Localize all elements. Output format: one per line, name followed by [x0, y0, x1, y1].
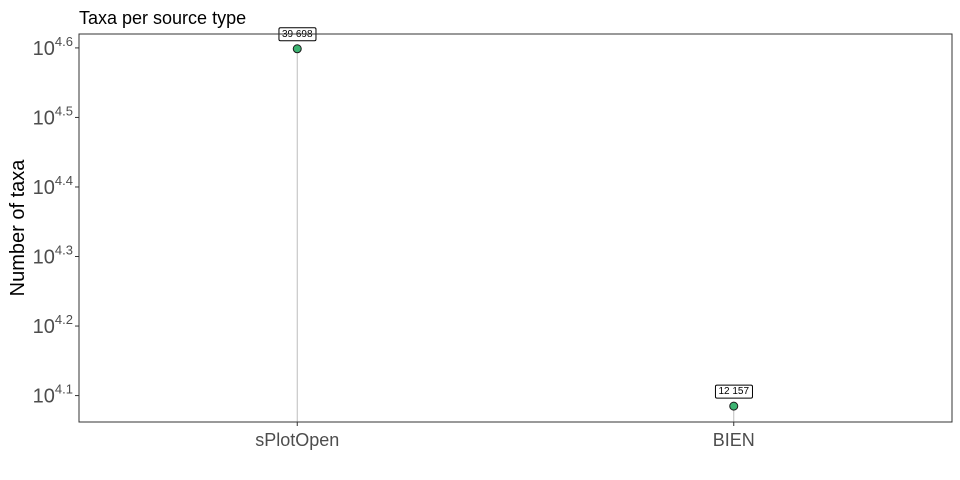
y-tick-exponent: 4.5	[55, 103, 73, 118]
data-label: 12 157	[714, 384, 753, 399]
y-tick-label: 104.5	[33, 103, 73, 129]
y-tick-exponent: 4.3	[55, 243, 73, 258]
chart-title: Taxa per source type	[79, 8, 246, 28]
x-tick-label: sPlotOpen	[255, 430, 339, 450]
y-tick-base: 10	[33, 386, 55, 408]
y-tick-exponent: 4.2	[55, 312, 73, 327]
y-tick-exponent: 4.4	[55, 173, 73, 188]
y-tick-base: 10	[33, 107, 55, 129]
y-tick-label: 104.1	[33, 382, 73, 408]
y-tick-base: 10	[33, 38, 55, 60]
data-point	[729, 401, 739, 411]
y-tick-exponent: 4.1	[55, 382, 73, 397]
data-point	[292, 44, 302, 54]
data-label-box	[714, 384, 753, 399]
y-tick-base: 10	[33, 177, 55, 199]
y-tick-label: 104.6	[33, 34, 73, 60]
y-tick-base: 10	[33, 247, 55, 269]
y-tick-label: 104.2	[33, 312, 73, 338]
y-tick-label: 104.3	[33, 243, 73, 269]
y-tick-exponent: 4.6	[55, 34, 73, 49]
x-axis: sPlotOpen BIEN	[255, 422, 755, 450]
y-axis-label: Number of taxa	[7, 159, 29, 297]
y-tick-label: 104.4	[33, 173, 73, 199]
y-tick-base: 10	[33, 316, 55, 338]
plot-frame	[78, 33, 953, 423]
x-tick-label: BIEN	[713, 430, 755, 450]
data-label-text: 12 157	[718, 386, 749, 397]
